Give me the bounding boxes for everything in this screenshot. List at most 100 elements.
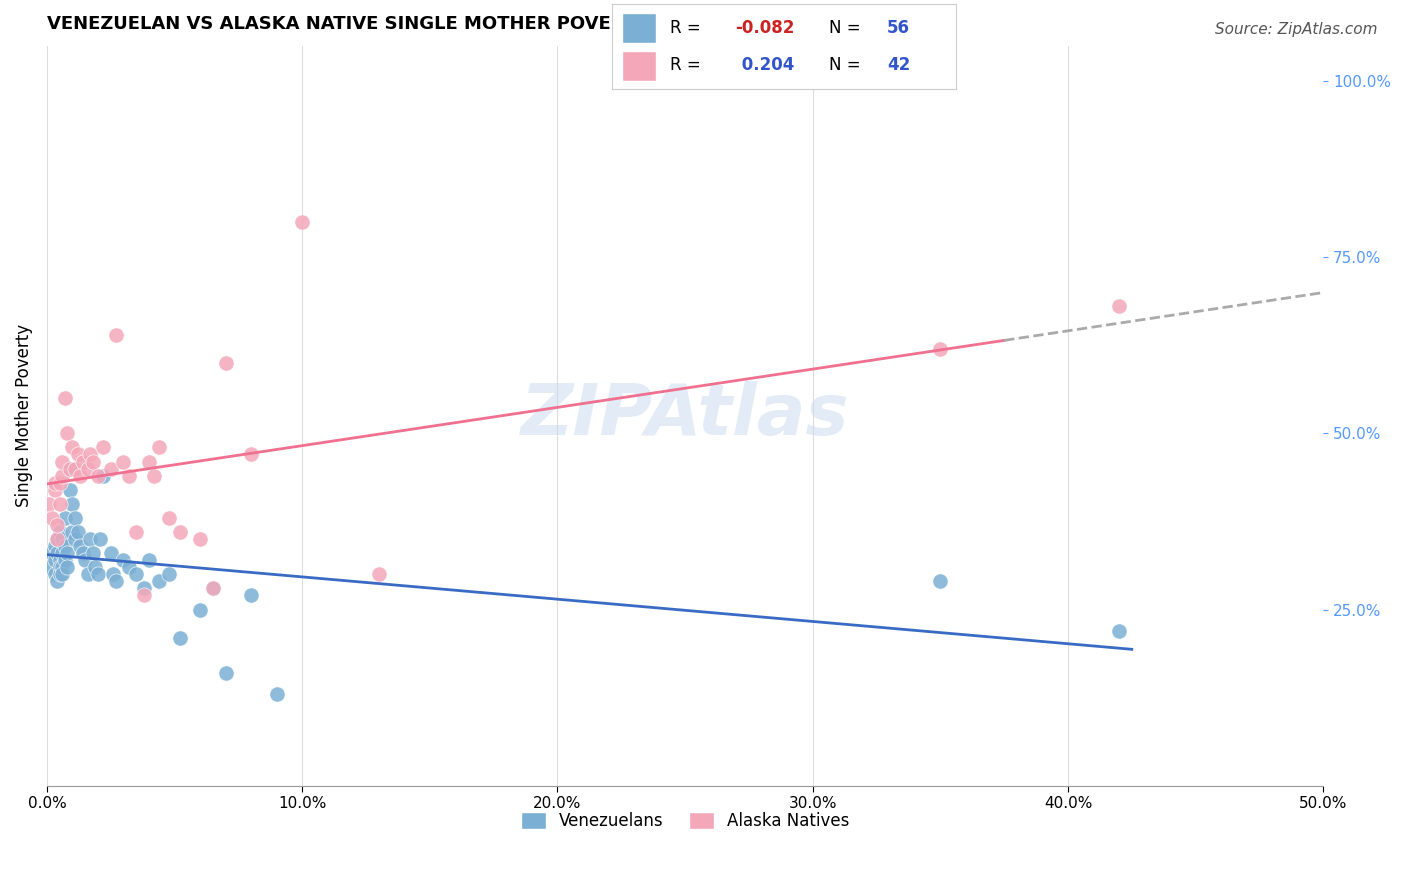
Point [72, 546, 94, 560]
Point [44, 553, 66, 567]
Text: 56: 56 [887, 20, 910, 37]
FancyBboxPatch shape [621, 51, 657, 80]
Point [69, 539, 91, 553]
Point [44, 539, 66, 553]
Point [59, 483, 82, 497]
Point [46, 518, 69, 533]
Point [75, 553, 97, 567]
Y-axis label: Single Mother Poverty: Single Mother Poverty [15, 324, 32, 508]
Point [53, 553, 76, 567]
Text: VENEZUELAN VS ALASKA NATIVE SINGLE MOTHER POVERTY CORRELATION CHART: VENEZUELAN VS ALASKA NATIVE SINGLE MOTHE… [46, 15, 870, 33]
Point [63, 532, 86, 546]
Point [87, 567, 110, 582]
Point [53, 539, 76, 553]
Point [82, 454, 104, 468]
Point [240, 589, 263, 603]
Point [63, 461, 86, 475]
Point [91, 468, 114, 483]
Point [112, 553, 135, 567]
Point [132, 582, 155, 596]
Point [38, 497, 60, 511]
Point [48, 497, 70, 511]
Point [63, 511, 86, 525]
Point [104, 574, 127, 589]
Point [157, 567, 180, 582]
Point [44, 567, 66, 582]
Point [41, 546, 63, 560]
Point [59, 461, 82, 475]
Text: R =: R = [671, 56, 706, 74]
Point [76, 567, 98, 582]
Point [84, 560, 107, 574]
Point [367, 567, 389, 582]
Point [41, 511, 63, 525]
Point [56, 426, 79, 441]
FancyBboxPatch shape [621, 12, 657, 43]
Point [82, 546, 104, 560]
Point [51, 454, 73, 468]
Point [69, 468, 91, 483]
Point [148, 441, 170, 455]
Point [1108, 624, 1130, 638]
Point [125, 524, 148, 539]
Point [148, 574, 170, 589]
Point [59, 461, 82, 475]
Point [48, 553, 70, 567]
Point [291, 215, 314, 229]
Point [266, 687, 288, 701]
Text: Source: ZipAtlas.com: Source: ZipAtlas.com [1215, 22, 1378, 37]
Point [46, 574, 69, 589]
Point [104, 327, 127, 342]
Text: R =: R = [671, 20, 706, 37]
Point [62, 497, 84, 511]
Point [132, 589, 155, 603]
Text: ZIPAtlas: ZIPAtlas [520, 381, 849, 450]
Point [929, 342, 952, 356]
Point [51, 532, 73, 546]
Point [125, 567, 148, 582]
Point [929, 574, 952, 589]
Text: N =: N = [828, 20, 866, 37]
Point [79, 532, 101, 546]
Point [240, 448, 263, 462]
Point [157, 511, 180, 525]
Point [214, 665, 236, 680]
Point [76, 461, 98, 475]
Point [51, 546, 73, 560]
Point [44, 483, 66, 497]
Point [51, 560, 73, 574]
Point [38, 560, 60, 574]
Point [201, 582, 224, 596]
Point [89, 532, 111, 546]
Point [51, 567, 73, 582]
Point [46, 546, 69, 560]
Point [48, 560, 70, 574]
Point [56, 546, 79, 560]
Point [53, 511, 76, 525]
Text: N =: N = [828, 56, 866, 74]
Point [44, 475, 66, 490]
Point [143, 468, 166, 483]
Point [188, 602, 211, 616]
Point [112, 454, 135, 468]
Point [214, 356, 236, 370]
Point [169, 631, 191, 645]
Point [53, 391, 76, 405]
Point [87, 468, 110, 483]
Point [91, 441, 114, 455]
Point [188, 532, 211, 546]
Point [66, 448, 89, 462]
Point [48, 567, 70, 582]
Point [56, 560, 79, 574]
Point [1108, 300, 1130, 314]
Point [100, 461, 122, 475]
Point [201, 582, 224, 596]
Point [46, 532, 69, 546]
Point [100, 546, 122, 560]
Point [72, 454, 94, 468]
Text: 0.204: 0.204 [735, 56, 794, 74]
Point [79, 448, 101, 462]
Point [62, 524, 84, 539]
Point [62, 441, 84, 455]
Text: 42: 42 [887, 56, 911, 74]
